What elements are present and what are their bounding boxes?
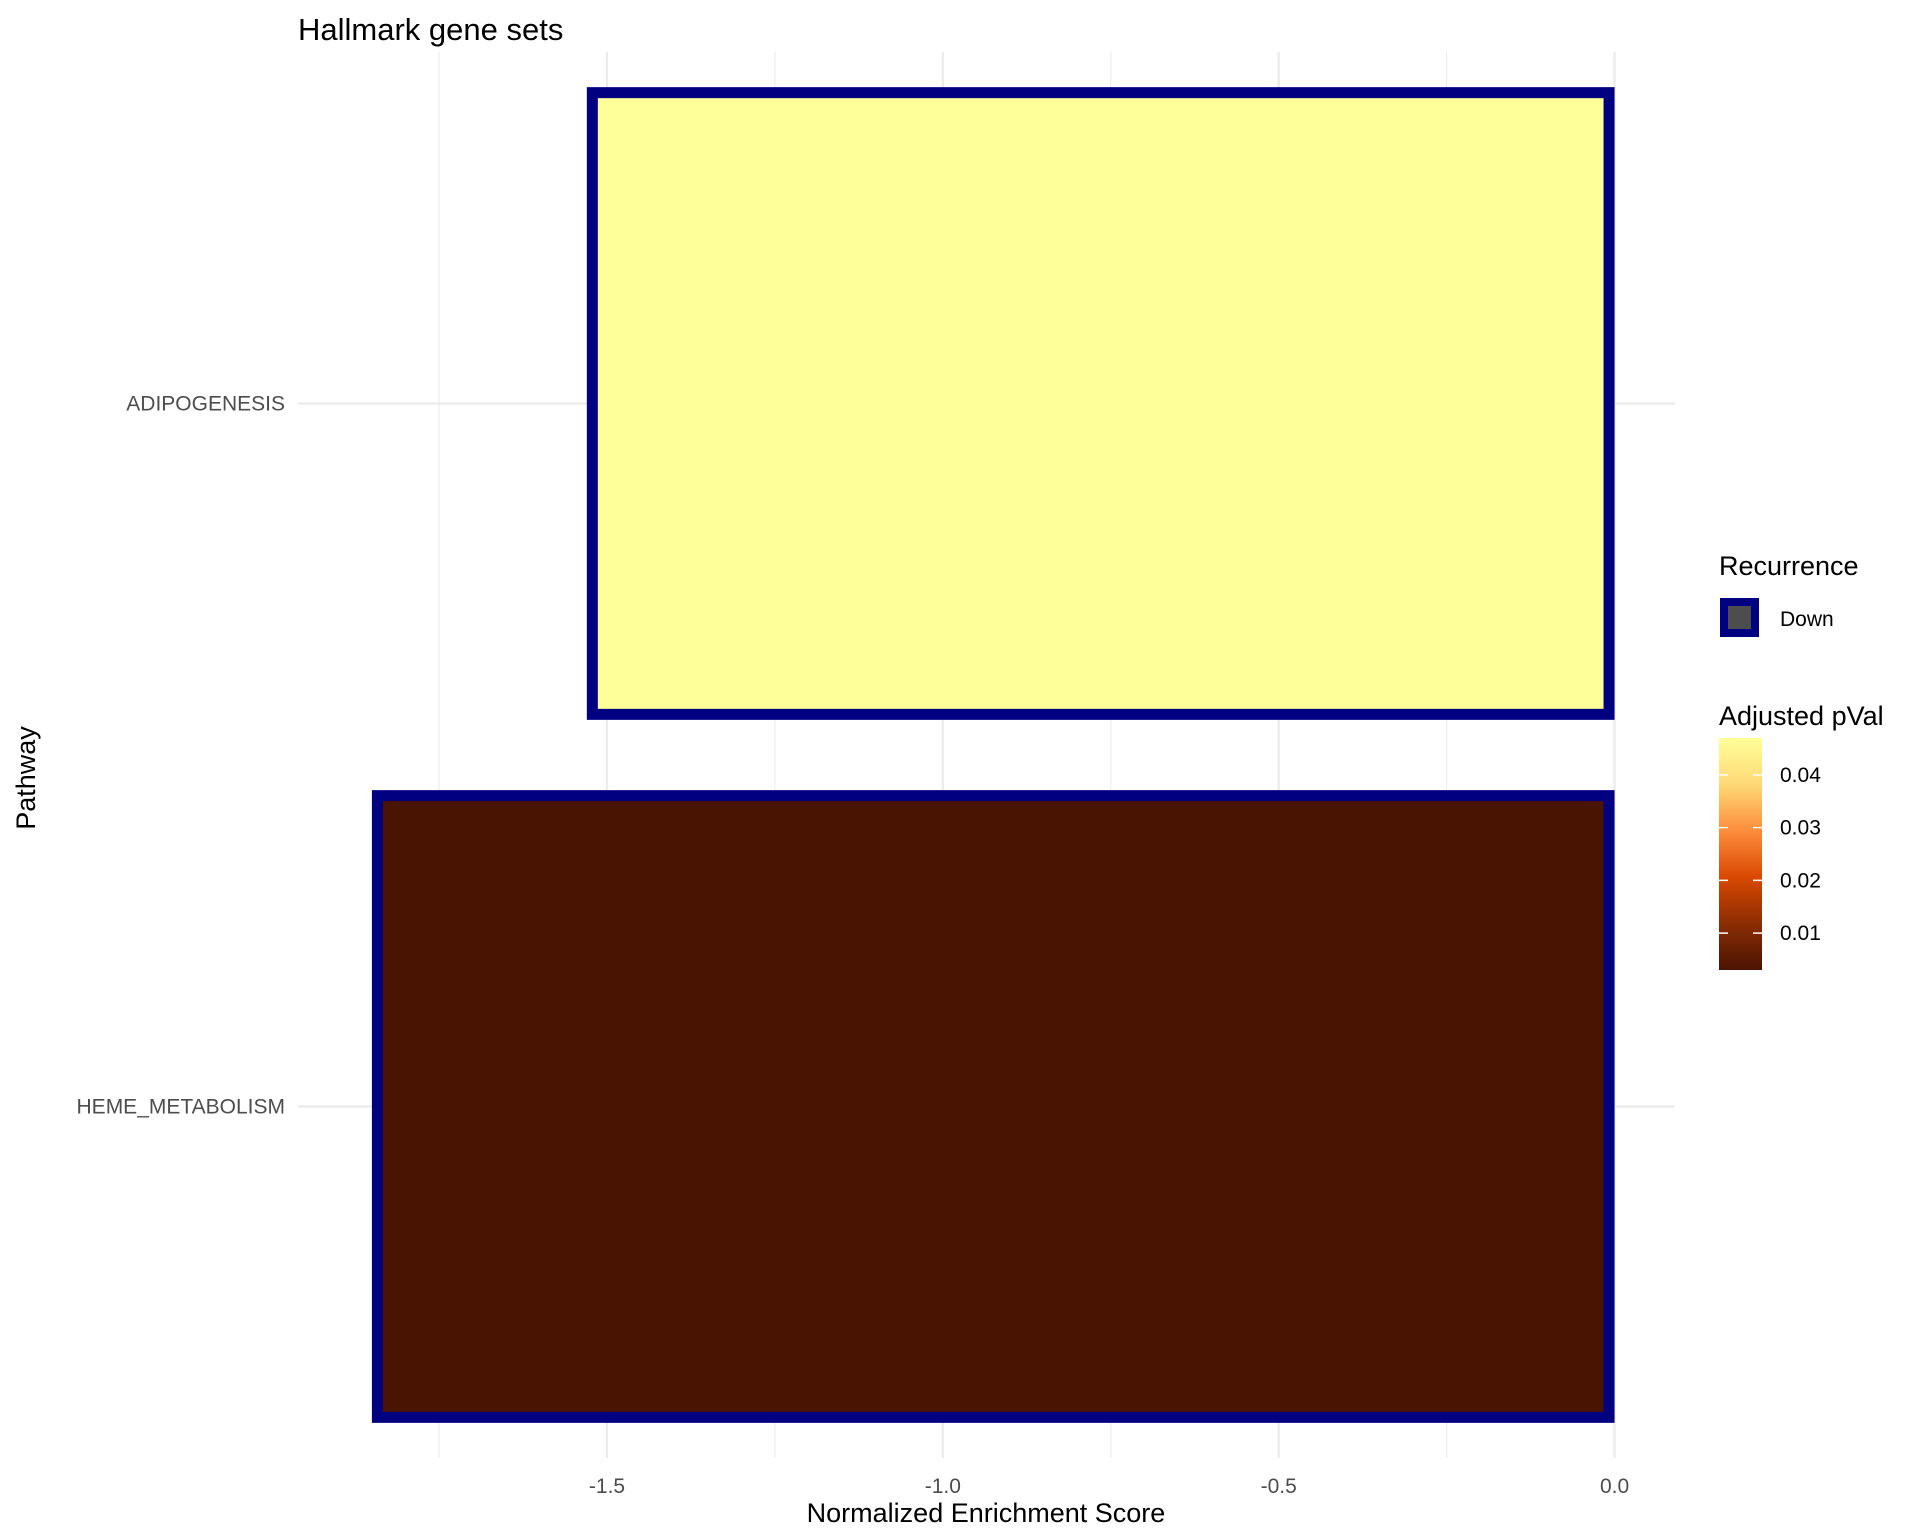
legend-colorbar: Adjusted pVal 0.01 0.02 0.03 0.04 [1719,701,1884,970]
y-tick-label: HEME_METABOLISM [77,1096,285,1119]
x-axis-title: Normalized Enrichment Score [807,1498,1166,1528]
x-tick-label: -1.0 [925,1475,961,1498]
legend-recurrence-title: Recurrence [1719,551,1859,581]
colorbar [1719,738,1762,970]
colorbar-tick-label: 0.03 [1780,817,1821,840]
legend-recurrence: Recurrence Down [1719,551,1859,637]
y-axis-ticks: ADIPOGENESIS HEME_METABOLISM [77,393,285,1119]
colorbar-tick-label: 0.04 [1780,764,1821,787]
y-tick-label: ADIPOGENESIS [126,393,285,416]
colorbar-tick-label: 0.02 [1780,869,1821,892]
legend-key-swatch [1720,598,1759,637]
x-tick-label: -1.5 [589,1475,625,1498]
chart-title: Hallmark gene sets [298,12,563,47]
x-tick-label: 0.0 [1600,1475,1629,1498]
colorbar-tick-label: 0.01 [1780,922,1821,945]
y-axis-title: Pathway [11,726,41,830]
bar-heme-metabolism [371,790,1615,1423]
legend-key-label: Down [1780,608,1834,631]
bar-adipogenesis [586,87,1615,720]
legend-colorbar-title: Adjusted pVal [1719,701,1884,731]
x-axis-ticks: -1.5 -1.0 -0.5 0.0 [589,1475,1629,1498]
x-tick-label: -0.5 [1261,1475,1297,1498]
bars [371,87,1615,1423]
